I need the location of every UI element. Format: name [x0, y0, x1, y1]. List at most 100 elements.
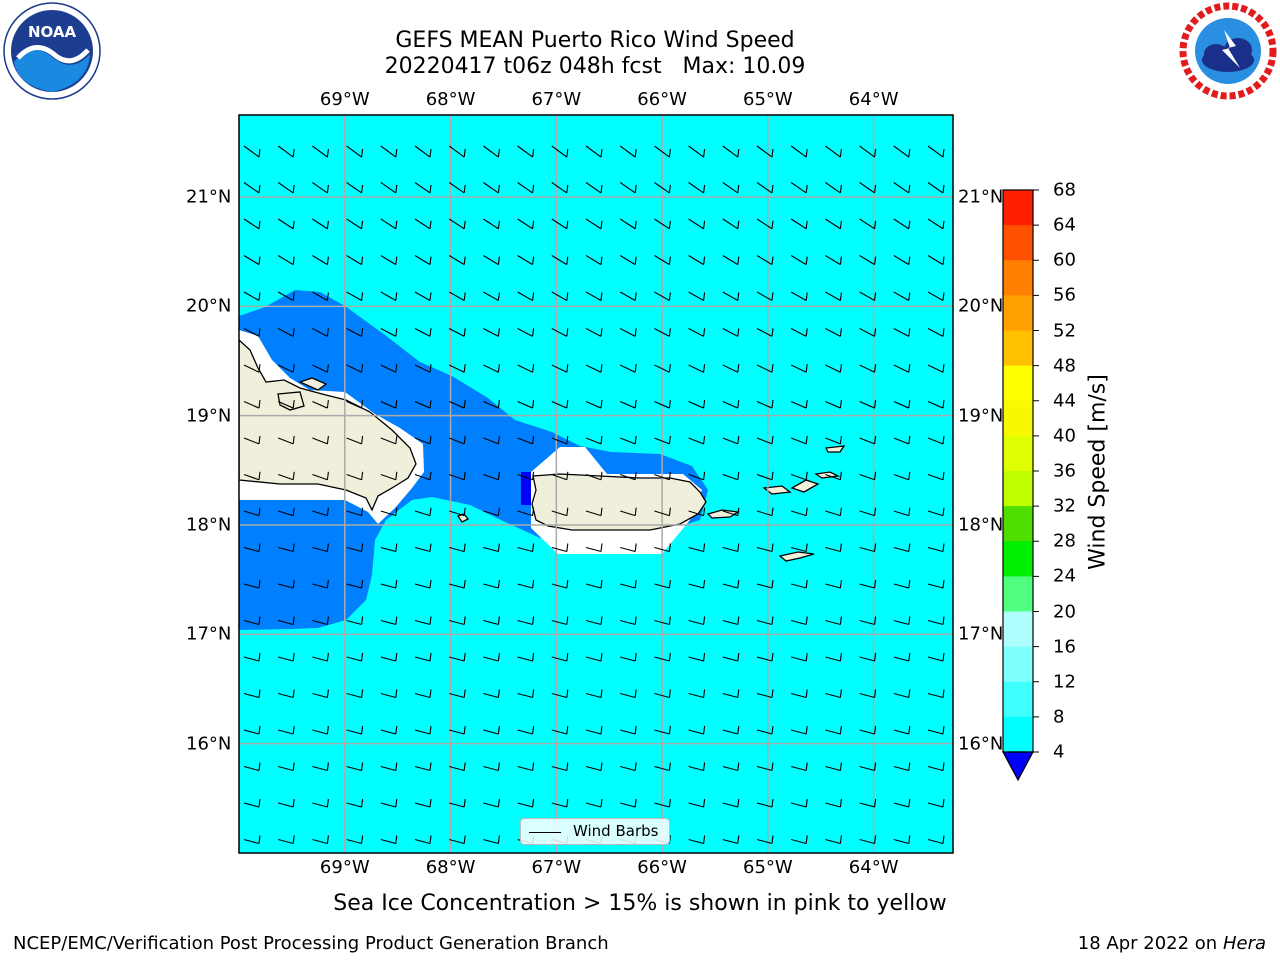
wind-barb	[927, 145, 945, 158]
wind-barb	[722, 435, 740, 445]
bottom-tick-label: 67°W	[531, 857, 582, 878]
wind-barb	[312, 652, 329, 662]
wind-barb	[859, 471, 877, 481]
wind-barb	[449, 725, 466, 735]
wind-barb	[346, 399, 364, 409]
legend-line-sample	[529, 832, 561, 833]
wind-barb	[449, 616, 466, 626]
wind-barb	[790, 291, 808, 301]
wind-barb	[927, 182, 945, 194]
credit-host: Hera	[1222, 933, 1266, 954]
wind-barb	[756, 798, 774, 808]
wind-barb	[756, 145, 774, 158]
wind-barb	[825, 543, 842, 553]
wind-barb	[893, 364, 911, 373]
wind-barb	[380, 471, 398, 481]
wind-barb	[927, 507, 945, 517]
wind-barb	[927, 762, 945, 772]
colorbar-tick-label: 68	[1053, 179, 1076, 201]
wind-barb	[585, 798, 603, 808]
wind-barb	[654, 762, 671, 772]
wind-barb	[243, 762, 261, 772]
wind-barb	[619, 399, 637, 409]
wind-barb	[619, 435, 637, 445]
wind-barb	[893, 725, 911, 735]
wind-barb	[483, 255, 500, 266]
wind-barb	[243, 291, 261, 301]
wind-barb	[893, 435, 911, 445]
top-tick-label: 64°W	[848, 89, 899, 110]
legend: Wind Barbs	[520, 818, 670, 845]
wind-barb	[380, 435, 398, 445]
wind-barb	[278, 616, 295, 626]
wind-barb	[791, 835, 808, 845]
wind-barb	[277, 364, 295, 373]
wind-barb	[414, 218, 432, 230]
wind-barb	[278, 543, 295, 553]
wind-barb	[312, 471, 329, 481]
wind-barb	[586, 872, 602, 880]
wind-barb	[688, 507, 706, 517]
wind-barb	[756, 543, 774, 553]
wind-barb	[551, 652, 569, 662]
sea-ice-note: Sea Ice Concentration > 15% is shown in …	[333, 891, 947, 916]
wind-barb	[449, 543, 466, 553]
wind-barb	[517, 798, 535, 808]
wind-barb	[277, 145, 295, 158]
wind-barb	[825, 616, 842, 626]
wind-barb	[312, 218, 329, 230]
noaa-logo-text: NOAA	[28, 23, 77, 41]
wind-barb	[380, 798, 398, 808]
wind-barb	[483, 435, 500, 445]
wind-barb	[278, 762, 295, 772]
wind-barb	[654, 543, 671, 553]
wind-barb	[585, 364, 603, 373]
wind-barb	[312, 182, 329, 194]
wind-barb	[927, 689, 945, 699]
wind-barb	[791, 652, 808, 662]
wind-barb	[414, 543, 432, 553]
noaa-logo: NOAA	[3, 2, 101, 100]
wind-barb	[859, 798, 877, 808]
wind-barb	[654, 145, 671, 158]
wind-barb	[585, 145, 603, 158]
wind-barb	[654, 616, 671, 626]
wind-barb	[243, 689, 261, 699]
wind-barb	[483, 579, 500, 589]
wind-barb	[551, 689, 569, 699]
wind-barb	[927, 291, 945, 301]
wind-barb	[380, 328, 398, 337]
wind-barb	[346, 689, 364, 699]
colorbar-segment	[1003, 435, 1033, 472]
wind-barb	[585, 471, 603, 481]
wind-barb	[688, 579, 706, 589]
colorbar-segment	[1003, 681, 1033, 718]
wind-barb	[791, 725, 808, 735]
bottom-tick-label: 64°W	[848, 857, 899, 878]
wind-barb	[620, 579, 637, 589]
top-tick-label: 69°W	[319, 89, 370, 110]
map-subtitle: 20220417 t06z 048h fcst Max: 10.09	[384, 54, 806, 79]
wind-barb	[278, 725, 295, 735]
wind-barb	[243, 255, 261, 266]
bottom-tick-label: 68°W	[425, 857, 476, 878]
wind-barb	[312, 291, 329, 301]
wind-barb	[551, 399, 569, 409]
colorbar-segment	[1003, 716, 1033, 753]
wind-barb	[551, 471, 569, 481]
wind-barb	[825, 364, 842, 373]
wind-barb	[722, 543, 740, 553]
wind-barb	[312, 435, 329, 445]
wind-barb	[756, 255, 774, 266]
wind-barb	[722, 652, 740, 662]
wind-barb	[927, 255, 945, 266]
colorbar-segment	[1003, 506, 1033, 542]
wind-barb	[346, 579, 364, 589]
colorbar-segment	[1003, 646, 1033, 683]
wind-barb	[483, 364, 500, 373]
wind-barb	[346, 182, 364, 194]
wind-barb	[927, 579, 945, 589]
wind-barb	[859, 689, 877, 699]
wind-barb	[722, 182, 740, 194]
wind-barb	[449, 835, 466, 845]
